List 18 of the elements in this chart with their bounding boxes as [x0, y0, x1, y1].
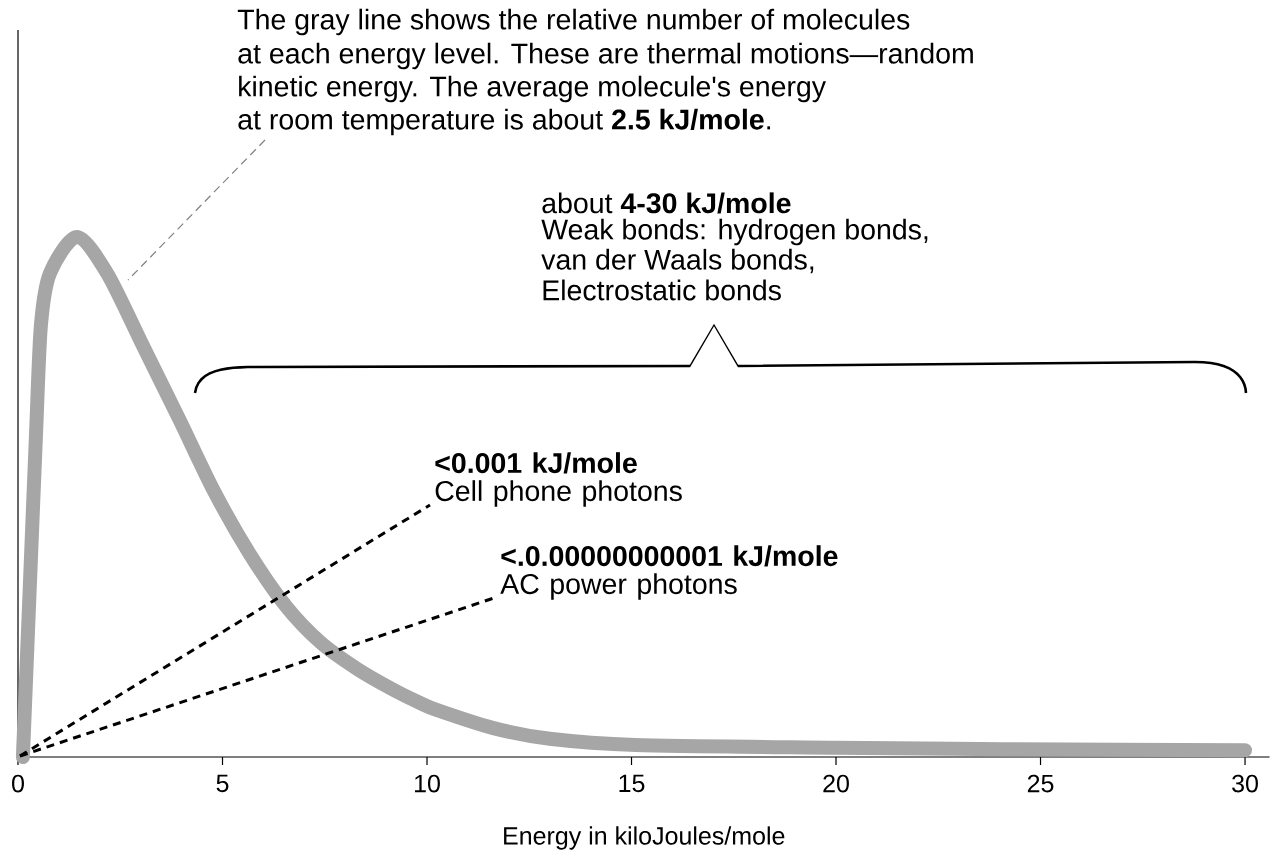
annotation: Weak bonds: hydrogen bonds,	[541, 218, 928, 246]
x-tick-label: 5	[216, 774, 229, 793]
x-tick-label: 30	[1232, 774, 1258, 793]
x-tick-label: 15	[619, 774, 645, 793]
x-tick-label: 20	[823, 774, 849, 793]
annotation: <.0.00000000001 kJ/mole AC power photons	[500, 545, 838, 600]
text: at each energy level. These are thermal motions—random	[238, 42, 973, 70]
annotation: van der Waals bonds,	[541, 248, 814, 274]
text: The gray line shows the relative number of molecules	[237, 8, 910, 36]
x-tick-label: 0	[12, 774, 24, 793]
text: about 4-30 kJ/mole	[542, 192, 791, 214]
x-axis-title: Energy in kiloJoules/mole	[504, 826, 785, 850]
annotation: <0.001 kJ/mole Cell phone photons	[435, 452, 682, 507]
x-tick-label: 25	[1027, 774, 1054, 793]
x-tick-label: 10	[415, 774, 440, 793]
text: at room temperature is about 2.5 kJ/mole.	[238, 108, 771, 136]
annotation: Electrostatic bonds	[543, 279, 781, 301]
text: kinetic energy. The average molecule's energy	[239, 75, 826, 103]
